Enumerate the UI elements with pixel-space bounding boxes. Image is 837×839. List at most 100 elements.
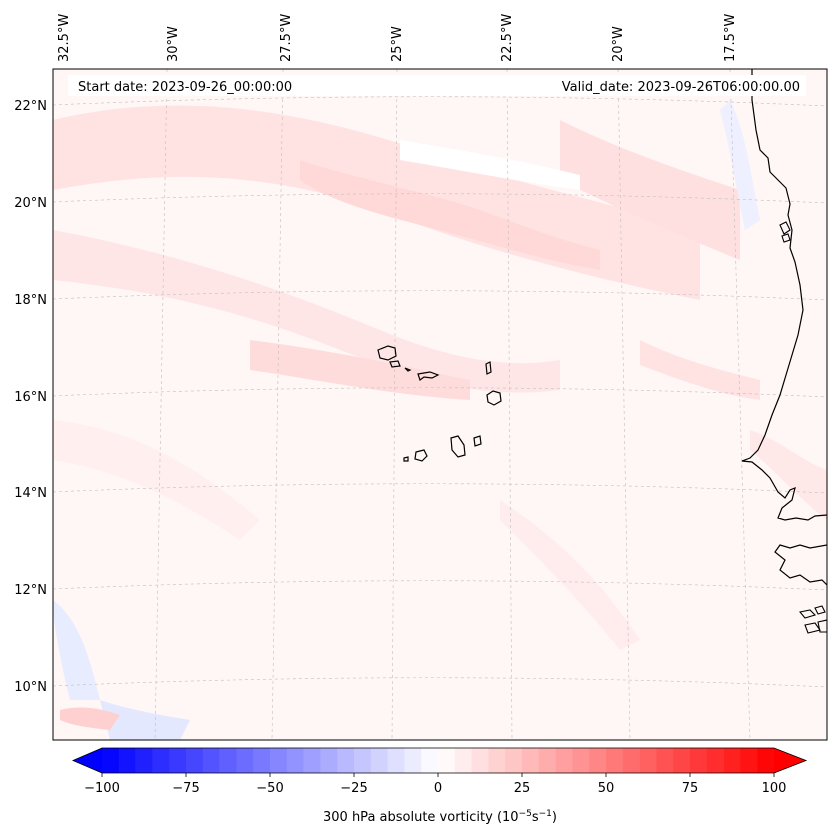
parallel-12n — [53, 580, 827, 591]
lon-label: 32.5°W — [57, 14, 72, 62]
lat-label: 22°N — [14, 99, 47, 114]
parallel-16n — [53, 387, 827, 398]
colorbar-low-extend — [73, 748, 102, 773]
colorbar-segment — [303, 748, 321, 773]
colorbar-segment — [639, 748, 657, 773]
latitude-labels: 22°N 20°N 18°N 16°N 14°N 12°N 10°N — [14, 99, 47, 695]
lon-label: 22.5°W — [500, 14, 515, 62]
colorbar-label-suffix: ) — [552, 810, 557, 825]
colorbar-segment — [723, 748, 741, 773]
colorbar-high-extend — [774, 748, 806, 773]
colorbar-segment — [370, 748, 388, 773]
colorbar-segment — [622, 748, 640, 773]
colorbar-segment — [454, 748, 472, 773]
meridian-25w — [391, 69, 398, 740]
colorbar-segment — [555, 748, 573, 773]
colorbar-segment — [706, 748, 724, 773]
colorbar-tick-label: −75 — [172, 781, 199, 796]
colorbar-segment — [186, 748, 204, 773]
meridian-20w — [617, 69, 631, 740]
brava — [403, 456, 409, 462]
colorbar-segment — [656, 748, 674, 773]
parallel-14n — [53, 483, 827, 494]
vorticity-field-shading — [53, 100, 827, 740]
colorbar-segment — [438, 748, 456, 773]
longitude-labels: 32.5°W 30°W 27.5°W 25°W 22.5°W 20°W 17.5… — [57, 14, 738, 62]
parallel-10n — [53, 677, 827, 688]
valid-date-label: Valid_date: 2023-09-26T06:00:00.00 — [562, 80, 800, 95]
parallel-20n — [53, 193, 827, 204]
colorbar-tick-label: 50 — [598, 781, 615, 796]
santiago — [450, 435, 466, 458]
santo-antao — [377, 345, 397, 361]
meridian-27-5w — [271, 69, 284, 740]
start-date-label: Start date: 2023-09-26_00:00:00 — [78, 80, 292, 95]
colorbar-segments — [102, 748, 775, 773]
cape-verde-islands — [377, 345, 502, 462]
info-strip — [68, 75, 806, 96]
colorbar-segment — [572, 748, 590, 773]
colorbar-ticks: −100 −75 −50 −25 0 25 50 75 100 — [84, 773, 786, 796]
lat-label: 10°N — [14, 680, 47, 695]
colorbar-segment — [135, 748, 153, 773]
colorbar-segment — [690, 748, 708, 773]
colorbar-segment — [202, 748, 220, 773]
colorbar-segment — [236, 748, 254, 773]
colorbar: −100 −75 −50 −25 0 25 50 75 100 300 hPa absolute… — [71, 747, 808, 825]
parallel-18n — [53, 290, 827, 301]
colorbar-tick-label: 75 — [682, 781, 699, 796]
lat-label: 16°N — [14, 390, 47, 405]
colorbar-segment — [606, 748, 624, 773]
colorbar-tick-label: −100 — [84, 781, 120, 796]
bijagos-islands — [798, 605, 827, 634]
colorbar-segment — [286, 748, 304, 773]
boa-vista — [486, 390, 502, 406]
banc-d-arguin-islands — [779, 221, 791, 243]
sao-vicente — [389, 360, 401, 368]
meridian-17-5w — [729, 69, 751, 740]
lat-label: 20°N — [14, 196, 47, 211]
map-frame — [52, 68, 828, 741]
colorbar-segment — [152, 748, 170, 773]
colorbar-tick-label: −25 — [340, 781, 367, 796]
colorbar-tick-label: 25 — [514, 781, 531, 796]
colorbar-segment — [404, 748, 422, 773]
meridian-22-5w — [506, 69, 513, 740]
africa-coastline — [741, 69, 827, 521]
maio — [473, 435, 482, 447]
colorbar-segment — [387, 748, 405, 773]
colorbar-segment — [589, 748, 607, 773]
colorbar-segment — [270, 748, 288, 773]
colorbar-segment — [740, 748, 758, 773]
colorbar-tick-label: 0 — [434, 781, 442, 796]
fogo — [414, 449, 428, 462]
colorbar-segment — [488, 748, 506, 773]
colorbar-segment — [522, 748, 540, 773]
lon-label: 30°W — [166, 26, 181, 62]
lat-label: 12°N — [14, 583, 47, 598]
colorbar-segment — [169, 748, 187, 773]
colorbar-segment — [337, 748, 355, 773]
colorbar-tick-label: −50 — [256, 781, 283, 796]
colorbar-segment — [118, 748, 136, 773]
lat-label: 14°N — [14, 486, 47, 501]
graticule — [53, 69, 827, 740]
colorbar-segment — [253, 748, 271, 773]
lat-label: 18°N — [14, 293, 47, 308]
sao-nicolau — [417, 371, 440, 381]
sal — [485, 361, 492, 375]
colorbar-segment — [102, 748, 120, 773]
lon-label: 20°W — [611, 26, 626, 62]
colorbar-segment — [757, 748, 775, 773]
colorbar-segment — [219, 748, 237, 773]
map-panel — [53, 69, 827, 740]
colorbar-label-exponent-2: −1 — [539, 809, 552, 819]
colorbar-tick-label: 100 — [762, 781, 787, 796]
meridian-30w — [154, 69, 168, 740]
colorbar-label: 300 hPa absolute vorticity (10−5s−1) — [323, 809, 557, 825]
colorbar-label-prefix: 300 hPa absolute vorticity (10 — [323, 810, 519, 825]
santa-luzia — [404, 367, 412, 372]
lon-label: 27.5°W — [279, 14, 294, 62]
lon-label: 25°W — [390, 26, 405, 62]
colorbar-segment — [421, 748, 439, 773]
